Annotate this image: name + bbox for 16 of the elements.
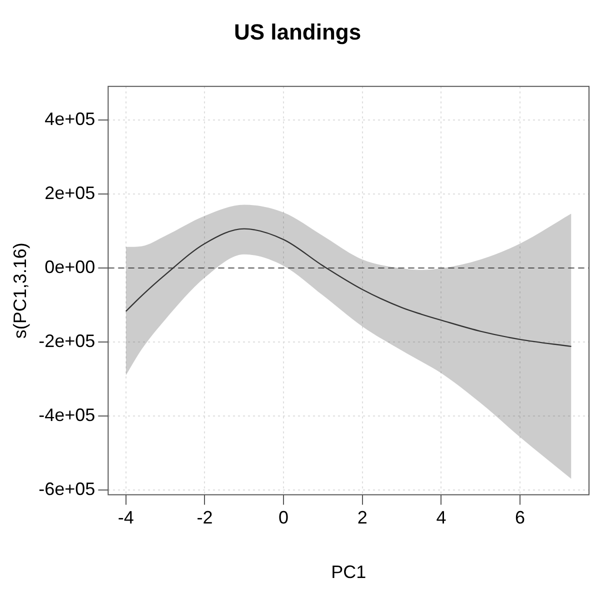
y-tick-label: -6e+05 xyxy=(38,478,96,499)
x-tick-label: -2 xyxy=(196,508,213,528)
line-series xyxy=(125,228,572,348)
x-tick-label: 4 xyxy=(436,508,446,528)
x-tick-label: 2 xyxy=(357,508,368,528)
y-axis-title: s(PC1,3.16) xyxy=(10,242,30,339)
y-tick-label: 4e+05 xyxy=(44,109,96,130)
y-tick-label: 0e+00 xyxy=(44,257,96,278)
x-tick-label: 6 xyxy=(515,508,526,528)
y-tick-label: -2e+05 xyxy=(38,330,96,351)
x-axis-title: PC1 xyxy=(331,562,366,582)
x-tick-label: -4 xyxy=(118,508,134,528)
y-tick-label: -4e+05 xyxy=(38,404,96,425)
y-tick-label: 2e+05 xyxy=(44,183,96,204)
chart-title: US landings xyxy=(234,19,362,44)
x-tick-label: 0 xyxy=(278,508,289,528)
